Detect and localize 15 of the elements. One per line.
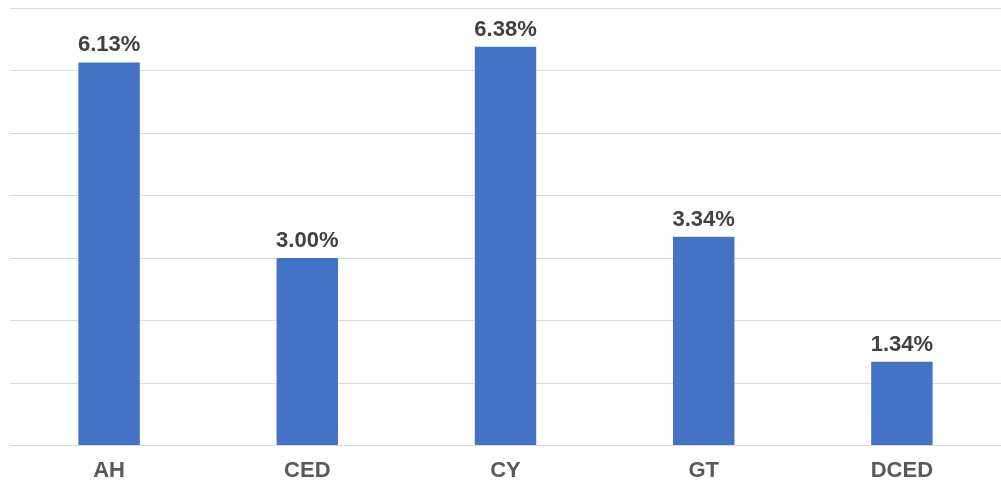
data-label: 3.00%: [276, 227, 339, 253]
bar: [672, 236, 735, 446]
data-label: 6.13%: [77, 31, 141, 57]
bar: [474, 46, 537, 446]
data-label: 1.34%: [870, 330, 934, 356]
x-tick-label: DCED: [870, 456, 934, 482]
x-tick-label: CED: [284, 456, 331, 482]
bar: [78, 62, 140, 446]
bar: [276, 258, 339, 446]
x-tick-label: CY: [490, 456, 522, 482]
x-tick-label: GT: [688, 456, 720, 482]
data-label: 6.38%: [474, 15, 537, 41]
data-label: 3.34%: [672, 205, 735, 231]
bar: [871, 361, 933, 446]
x-tick-label: AH: [93, 456, 125, 482]
